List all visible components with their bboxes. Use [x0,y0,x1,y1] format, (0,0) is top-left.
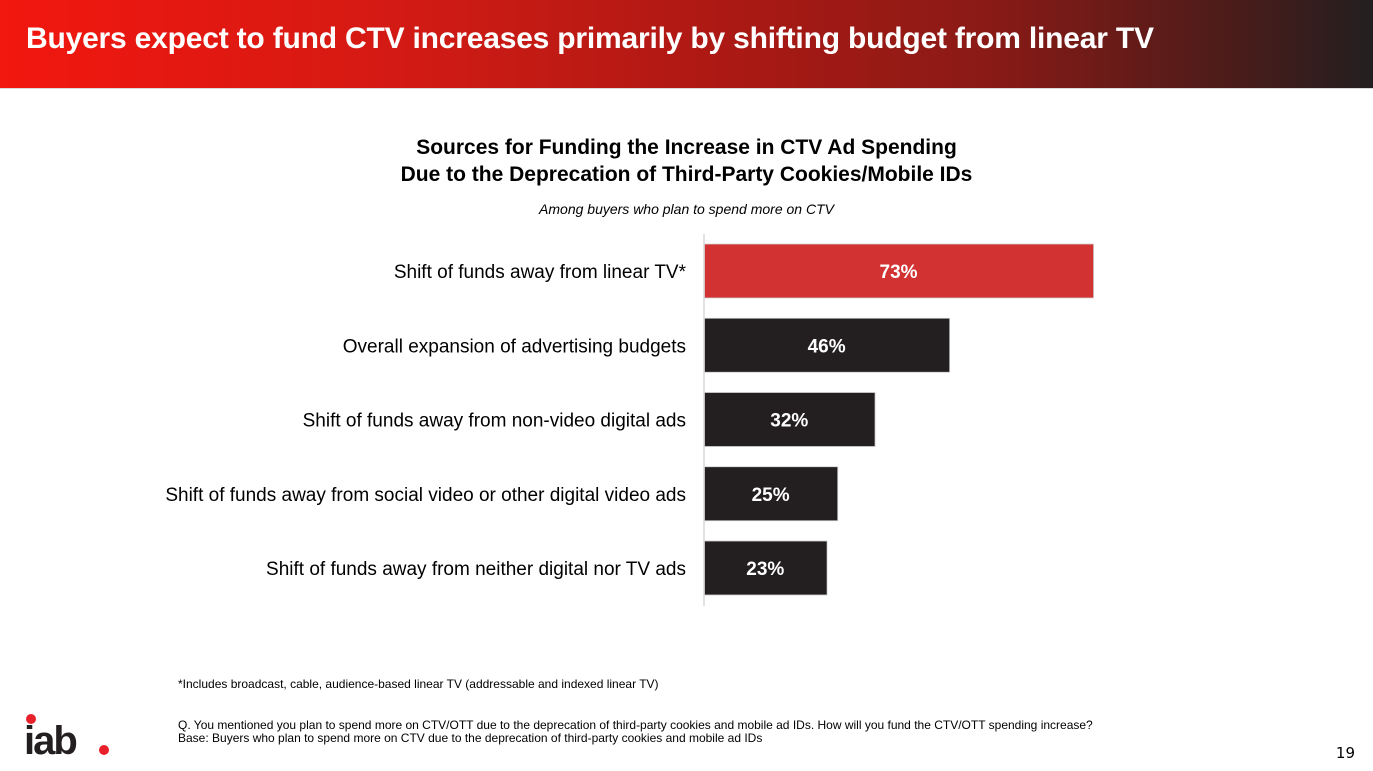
bar-value-label: 73% [880,262,918,283]
chart-subtitle: Among buyers who plan to spend more on C… [539,201,834,217]
bar-1 [704,243,1094,299]
bar-3 [704,392,876,447]
logo-dot-period [99,745,109,755]
logo-dot-i [26,714,36,724]
bar-value-label: 32% [770,411,808,432]
bar-5 [704,540,828,596]
slide-header: Buyers expect to fund CTV increases prim… [0,0,1373,89]
slide-title: Buyers expect to fund CTV increases prim… [26,22,1154,55]
chart-title-line-2: Due to the Deprecation of Third-Party Co… [400,163,973,186]
bar-4 [704,466,839,522]
bar-2 [704,317,951,373]
logo-text: iab [24,719,76,760]
footnote: *Includes broadcast, cable, audience-bas… [178,677,659,691]
bar-value-label: 23% [746,559,784,580]
page-number: 19 [1335,744,1355,762]
bar-value-label: 46% [808,336,846,357]
chart-title-line-1: Sources for Funding the Increase in CTV … [416,136,957,159]
category-label: Shift of funds away from social video or… [165,485,686,506]
chart-title: Sources for Funding the Increase in CTV … [0,134,1373,188]
category-label: Overall expansion of advertising budgets [343,336,686,357]
iab-logo: iab [24,714,109,760]
bar-value-label: 25% [752,485,790,506]
base-text: Base: Buyers who plan to spend more on C… [178,731,763,745]
category-label: Shift of funds away from non-video digit… [303,411,686,432]
survey-question: Q. You mentioned you plan to spend more … [178,719,1093,745]
category-label: Shift of funds away from linear TV* [394,262,687,283]
question-text: Q. You mentioned you plan to spend more … [178,718,1093,732]
category-label: Shift of funds away from neither digital… [266,559,686,580]
